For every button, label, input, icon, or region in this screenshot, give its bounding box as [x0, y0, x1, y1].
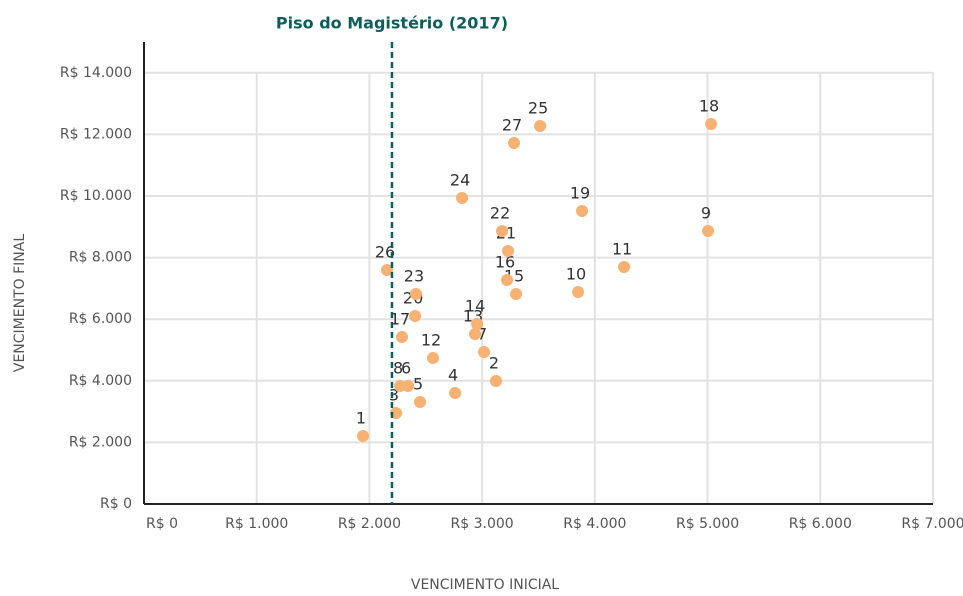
y-tick-label: R$ 6.000	[69, 311, 132, 327]
annotation: Piso do Magistério (2017)	[276, 14, 508, 33]
y-tick-label: R$ 8.000	[69, 250, 132, 266]
point	[414, 395, 427, 408]
point	[409, 288, 422, 301]
point-label: 23	[404, 267, 424, 286]
point	[449, 386, 462, 399]
x-axis-label: VENCIMENTO INICIAL	[411, 577, 559, 592]
point-label: 27	[502, 115, 522, 134]
point-label: 14	[465, 297, 485, 316]
x-tick-label: R$ 5.000	[676, 516, 739, 532]
point-label: 7	[477, 325, 487, 344]
point-label: 11	[612, 239, 632, 258]
x-tick-label: R$ 1.000	[225, 516, 288, 532]
x-tick-label: R$ 2.000	[338, 516, 401, 532]
point-label: 5	[413, 374, 423, 393]
point-label: 4	[448, 365, 458, 384]
point	[508, 136, 521, 149]
y-tick-label: R$ 12.000	[60, 126, 132, 142]
y-tick-label: R$ 0	[100, 496, 132, 512]
point-label: 8	[393, 359, 403, 378]
point-label: 16	[495, 252, 515, 271]
point	[396, 331, 409, 344]
point-label: 1	[356, 408, 366, 427]
point	[534, 119, 547, 132]
y-tick-label: R$ 2.000	[69, 434, 132, 450]
point	[510, 288, 523, 301]
point	[702, 224, 715, 237]
point	[572, 286, 585, 299]
x-tick-label: R$ 6.000	[789, 516, 852, 532]
y-tick-label: R$ 4.000	[69, 373, 132, 389]
point	[469, 328, 482, 341]
point	[394, 380, 407, 393]
y-tick-label: R$ 10.000	[60, 188, 132, 204]
point-label: 6	[401, 359, 411, 378]
point-label: 26	[375, 243, 395, 262]
point	[381, 264, 394, 277]
point-label: 22	[490, 203, 510, 222]
x-tick-label: R$ 0	[146, 516, 178, 532]
point-label: 25	[528, 98, 548, 117]
point	[409, 309, 422, 322]
point	[471, 318, 484, 331]
point	[496, 224, 509, 237]
point	[478, 346, 491, 359]
point	[456, 192, 469, 205]
point-label: 12	[421, 331, 441, 350]
point-label: 17	[390, 310, 410, 329]
point-label: 2	[489, 353, 499, 372]
point	[426, 352, 439, 365]
point-label: 10	[566, 265, 586, 284]
point-label: 19	[570, 183, 590, 202]
point-label: 24	[450, 171, 470, 190]
point	[357, 429, 370, 442]
point	[490, 374, 503, 387]
x-tick-label: R$ 4.000	[563, 516, 626, 532]
point	[501, 273, 514, 286]
x-tick-label: R$ 3.000	[451, 516, 514, 532]
point	[576, 204, 589, 217]
y-tick-label: R$ 14.000	[60, 65, 132, 81]
point	[705, 117, 718, 130]
point-label: 9	[701, 203, 711, 222]
point-label: 3	[389, 385, 399, 404]
point	[502, 245, 515, 258]
point	[618, 260, 631, 273]
y-axis-label: VENCIMENTO FINAL	[12, 234, 28, 372]
x-tick-label: R$ 7.000	[901, 516, 963, 532]
point-label: 18	[699, 96, 719, 115]
